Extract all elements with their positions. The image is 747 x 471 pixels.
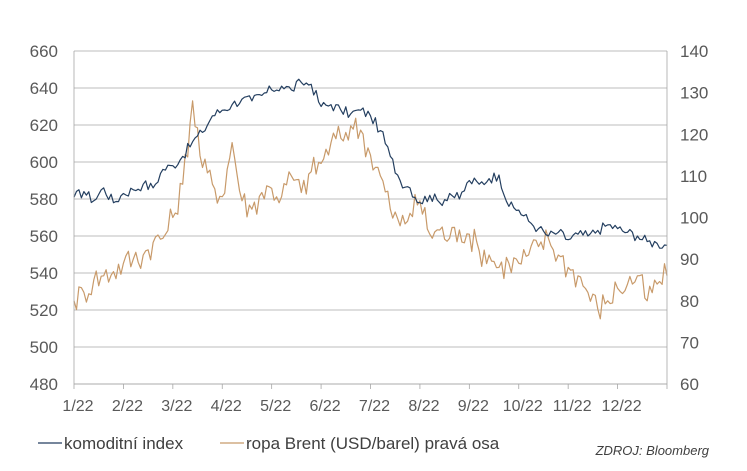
right-tick-label: 60: [680, 375, 699, 394]
x-tick-label: 7/22: [359, 398, 390, 415]
right-tick-label: 120: [680, 125, 708, 144]
right-tick-label: 100: [680, 209, 708, 228]
x-tick-label: 4/22: [211, 398, 242, 415]
x-tick-label: 5/22: [260, 398, 291, 415]
left-tick-label: 640: [30, 79, 58, 98]
legend: komoditní index ropa Brent (USD/barel) p…: [38, 434, 500, 453]
legend-label-ropa-brent: ropa Brent (USD/barel) pravá osa: [246, 434, 500, 453]
series-line-komoditni-index: [73, 78, 668, 249]
legend-label-komoditni-index: komoditní index: [64, 434, 184, 453]
right-tick-label: 130: [680, 84, 708, 103]
x-tick-label: 2/22: [112, 398, 143, 415]
left-tick-label: 560: [30, 227, 58, 246]
right-tick-label: 90: [680, 250, 699, 269]
right-axis-ticks: 60 70 80 90 100 110 120 130 140: [680, 42, 708, 394]
left-axis-ticks: 480 500 520 540 560 580 600 620 640 660: [30, 42, 58, 394]
left-tick-label: 620: [30, 116, 58, 135]
left-tick-label: 480: [30, 375, 58, 394]
right-tick-label: 80: [680, 292, 699, 311]
left-tick-label: 660: [30, 42, 58, 61]
right-tick-label: 140: [680, 42, 708, 61]
right-tick-label: 110: [680, 167, 707, 186]
left-tick-label: 520: [30, 301, 58, 320]
x-tick-label: 11/22: [553, 398, 592, 415]
left-tick-label: 540: [30, 264, 58, 283]
x-tick-label: 3/22: [161, 398, 192, 415]
series-line-ropa-brent: [73, 100, 668, 320]
x-tick-label: 1/22: [62, 398, 93, 415]
source-note: ZDROJ: Bloomberg: [595, 443, 710, 458]
x-tick-label: 8/22: [408, 398, 439, 415]
left-tick-label: 500: [30, 338, 58, 357]
x-axis-ticks: 1/22 2/22 3/22 4/22 5/22 6/22 7/22 8/22 9/22 10/2…: [62, 384, 668, 415]
right-tick-label: 70: [680, 333, 699, 352]
x-tick-label: 9/22: [458, 398, 489, 415]
left-tick-label: 600: [30, 153, 58, 172]
x-tick-label: 6/22: [310, 398, 341, 415]
grid-lines: [74, 50, 667, 385]
x-tick-label: 12/22: [602, 398, 642, 415]
x-tick-label: 10/22: [503, 398, 543, 415]
series-lines: [73, 78, 668, 320]
left-tick-label: 580: [30, 190, 58, 209]
